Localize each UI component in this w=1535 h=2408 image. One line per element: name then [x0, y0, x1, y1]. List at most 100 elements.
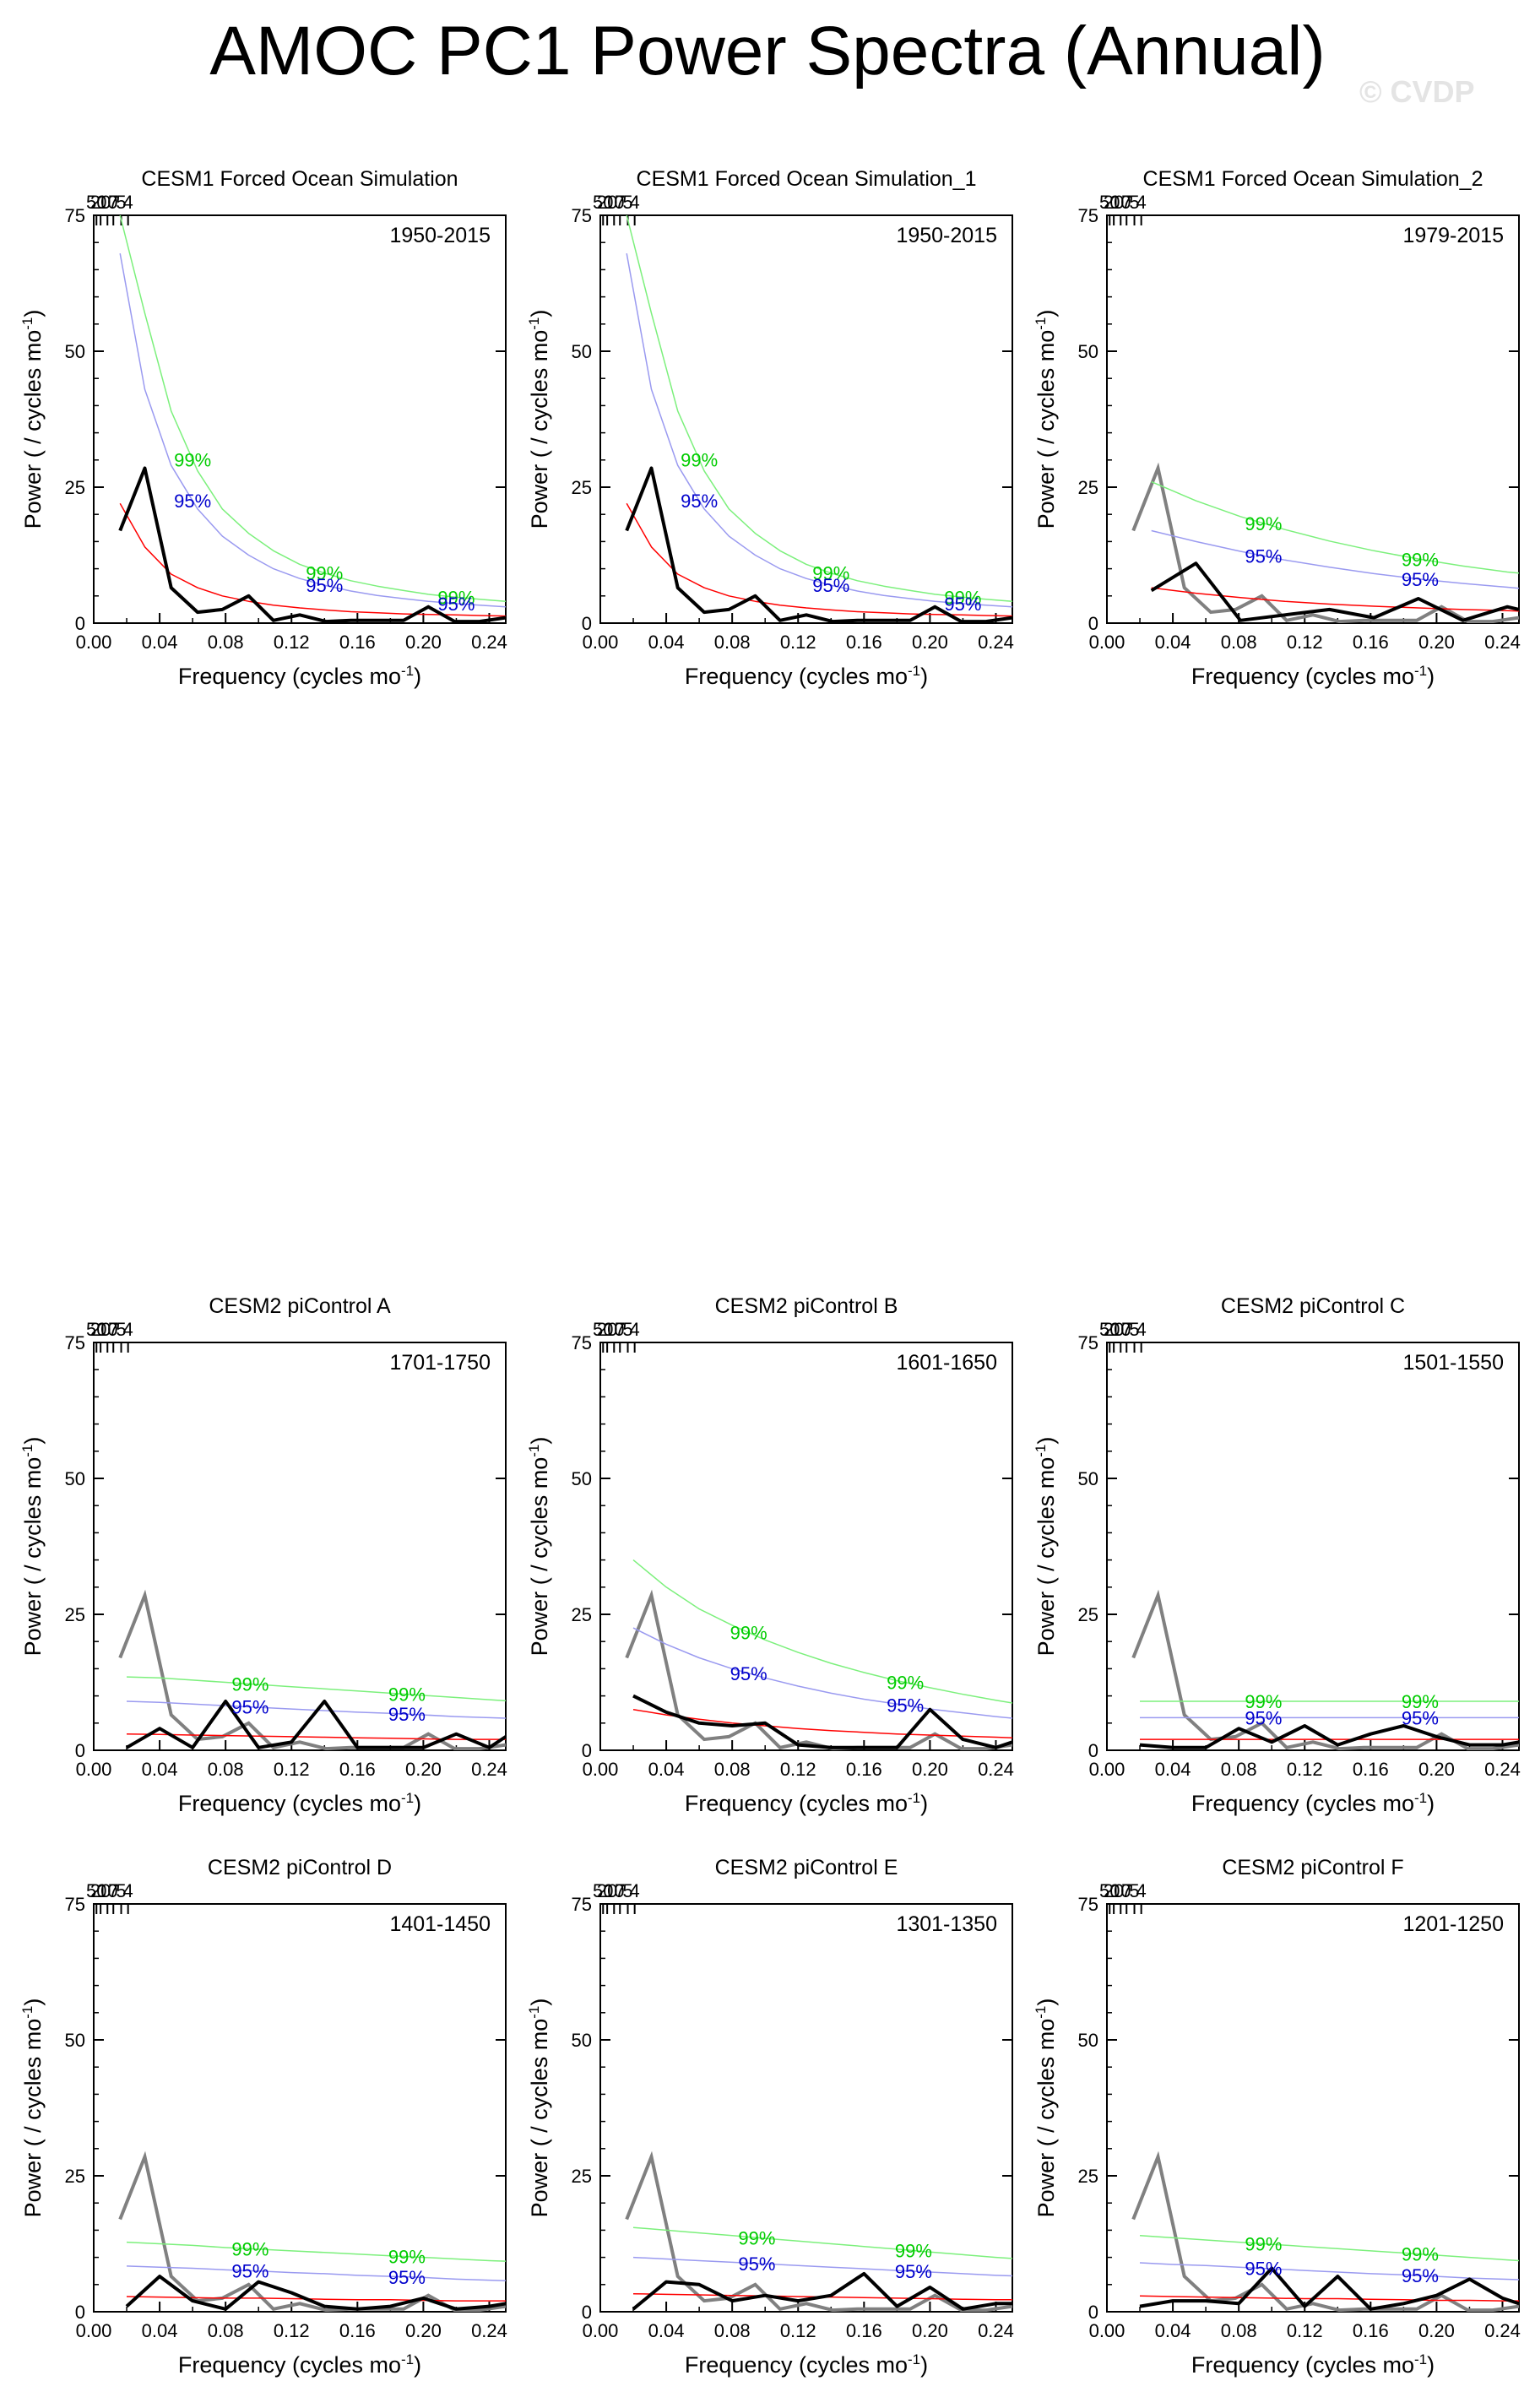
x-tick-label: 0.12 — [780, 2320, 816, 2341]
period-label: 1601-1650 — [896, 1351, 997, 1375]
period-tick-label: 7 — [108, 192, 118, 213]
period-tick-label: 10 — [1110, 1880, 1131, 1901]
x-tick-label: 0.24 — [1484, 2320, 1521, 2341]
ci99-line — [632, 1559, 1012, 1704]
period-tick-label: 10 — [1110, 192, 1131, 213]
x-tick-label: 0.16 — [1353, 632, 1389, 653]
period-tick-label: 10 — [604, 1880, 624, 1901]
x-tick-label: 0.04 — [1155, 632, 1191, 653]
y-tick-label: 0 — [75, 1740, 85, 1761]
ci95-label: 95% — [388, 2267, 426, 2288]
red-noise-line — [1151, 587, 1519, 612]
x-tick-label: 0.16 — [846, 632, 882, 653]
period-tick-label: 50 — [1099, 192, 1120, 213]
y-tick-label: 25 — [572, 477, 592, 498]
spectrum-line — [1139, 2266, 1519, 2311]
x-tick-label: 0.04 — [648, 632, 685, 653]
period-tick-label: 10 — [97, 1319, 117, 1340]
x-tick-label: 0.24 — [471, 632, 507, 653]
x-tick-label: 0.12 — [274, 632, 310, 653]
y-tick-label: 25 — [65, 2166, 85, 2187]
plot-lines — [625, 2150, 1012, 2312]
chart-panel-6: CESM2 piControl C 1501-1550 0.00 0.04 0.08 0.… — [1033, 1294, 1521, 1816]
period-tick-label: 10 — [97, 192, 117, 213]
x-axis-label: Frequency (cycles mo-1) — [685, 2351, 928, 2378]
x-tick-label: 0.24 — [471, 1759, 507, 1780]
y-axis-label: Power ( / cycles mo-1) — [526, 1999, 552, 2218]
ci99-line — [632, 2226, 1012, 2259]
plot-lines — [1131, 462, 1519, 623]
period-tick-label: 4 — [123, 1319, 133, 1340]
period-tick-label: 20 — [1104, 1880, 1124, 1901]
period-tick-label: 7 — [1121, 1880, 1131, 1901]
ci95-line — [126, 1700, 506, 1719]
x-tick-label: 0.12 — [1287, 2320, 1323, 2341]
panel-title: CESM1 Forced Ocean Simulation_1 — [637, 167, 977, 191]
period-label: 1501-1550 — [1402, 1351, 1504, 1375]
x-tick-label: 0.04 — [142, 1759, 178, 1780]
x-tick-label: 0.20 — [405, 632, 442, 653]
ci99-line — [126, 1676, 506, 1702]
period-tick-label: 20 — [1104, 192, 1124, 213]
ci95-label: 95% — [388, 1704, 426, 1725]
panel-title: CESM2 piControl F — [1222, 1856, 1403, 1879]
reference-spectrum-line — [625, 1589, 1012, 1750]
cvdp-watermark: © CVDP — [1359, 74, 1475, 109]
ci95-label: 95% — [231, 2260, 268, 2281]
period-tick-label: 50 — [1099, 1319, 1120, 1340]
period-tick-label: 4 — [123, 192, 133, 213]
plot-lines — [118, 215, 506, 623]
period-tick-label: 20 — [597, 192, 617, 213]
panel-title: CESM2 piControl D — [208, 1856, 392, 1879]
ci99-label: 99% — [231, 2238, 268, 2259]
plot-frame — [93, 1342, 507, 1751]
x-tick-label: 0.04 — [142, 632, 178, 653]
period-tick-label: 4 — [630, 1880, 640, 1901]
panel-title: CESM2 piControl E — [715, 1856, 898, 1879]
plot-frame — [599, 1342, 1013, 1751]
ci95-label: 95% — [174, 491, 211, 512]
red-noise-line — [632, 1708, 1012, 1738]
period-tick-label: 4 — [1136, 192, 1147, 213]
x-tick-label: 0.08 — [1221, 2320, 1257, 2341]
period-tick-label: 5 — [116, 1319, 126, 1340]
period-tick-label: 10 — [97, 1880, 117, 1901]
x-tick-label: 0.12 — [1287, 632, 1323, 653]
x-tick-label: 0.08 — [1221, 1759, 1257, 1780]
period-tick-label: 5 — [622, 1880, 632, 1901]
period-tick-label: 5 — [1129, 192, 1139, 213]
x-tick-label: 0.20 — [405, 1759, 442, 1780]
y-tick-label: 25 — [65, 477, 85, 498]
x-tick-label: 0.04 — [648, 2320, 685, 2341]
y-tick-label: 75 — [65, 205, 85, 226]
plot-lines — [1131, 1589, 1519, 1750]
period-tick-label: 50 — [593, 1880, 613, 1901]
x-tick-label: 0.24 — [978, 2320, 1014, 2341]
ci95-line — [632, 2256, 1012, 2277]
x-tick-label: 0.00 — [1089, 2320, 1125, 2341]
panel-title: CESM1 Forced Ocean Simulation — [141, 167, 458, 191]
y-tick-label: 25 — [65, 1604, 85, 1625]
period-tick-label: 7 — [615, 1319, 625, 1340]
ci99-label: 99% — [681, 449, 718, 470]
ci99-label: 99% — [1402, 1691, 1439, 1712]
period-tick-label: 5 — [1129, 1880, 1139, 1901]
x-axis-label: Frequency (cycles mo-1) — [1191, 663, 1435, 689]
x-tick-label: 0.00 — [76, 632, 112, 653]
period-tick-label: 4 — [630, 1319, 640, 1340]
x-tick-label: 0.16 — [339, 2320, 376, 2341]
ci95-label: 95% — [887, 1695, 924, 1717]
reference-spectrum-line — [1131, 1589, 1519, 1750]
period-label: 1950-2015 — [389, 224, 491, 247]
spectrum-line — [125, 2275, 506, 2311]
x-tick-label: 0.20 — [1418, 632, 1455, 653]
x-tick-label: 0.00 — [76, 1759, 112, 1780]
x-axis-label: Frequency (cycles mo-1) — [178, 663, 421, 689]
plot-frame — [1106, 214, 1520, 624]
panel-title: CESM2 piControl C — [1221, 1294, 1405, 1318]
ci95-label: 95% — [1245, 2259, 1282, 2280]
ci95-label: 95% — [738, 2253, 775, 2275]
y-tick-label: 25 — [572, 1604, 592, 1625]
period-label: 1701-1750 — [389, 1351, 491, 1375]
x-tick-label: 0.04 — [648, 1759, 685, 1780]
